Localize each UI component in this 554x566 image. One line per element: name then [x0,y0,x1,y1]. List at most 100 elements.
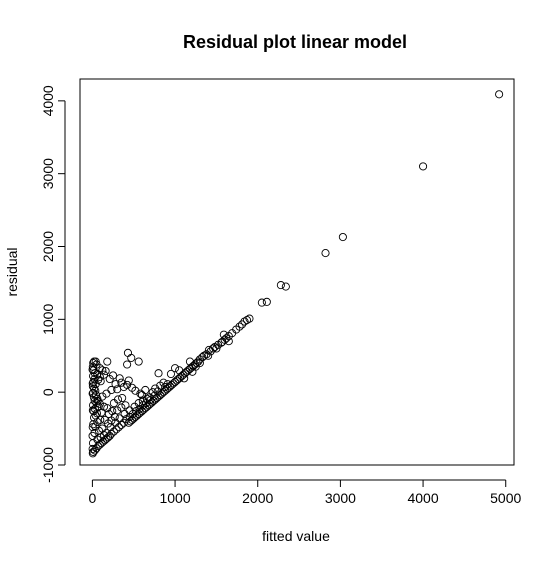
data-point [103,357,112,366]
data-point [154,369,163,378]
y-tick-label: 4000 [40,85,56,116]
data-point [115,414,124,423]
x-tick-label: 0 [89,490,97,506]
data-point [88,406,97,415]
x-tick-label: 5000 [490,490,521,506]
data-point [123,380,132,389]
data-point [281,282,290,291]
data-point [88,423,97,432]
x-tick-label: 3000 [325,490,356,506]
data-point [245,314,254,323]
data-point [99,402,109,411]
data-point [118,393,127,403]
data-point [204,351,213,360]
data-point [224,337,233,346]
data-point [119,418,128,427]
chart-title: Residual plot linear model [183,32,407,52]
data-point [262,297,271,306]
data-point [93,369,102,379]
data-point [88,439,98,448]
data-point [151,384,160,393]
data-point [209,344,218,353]
data-point [117,403,126,412]
data-point [321,249,330,258]
data-point [276,281,285,290]
data-point [202,350,211,359]
data-point [88,389,97,398]
x-tick-label: 2000 [242,490,273,506]
data-point [123,348,132,357]
y-axis: -1000 0 1000 2000 3000 4000 [40,85,66,483]
data-point [91,380,100,389]
data-point [134,357,143,366]
data-point [90,404,99,413]
data-point [134,399,143,408]
data-point [131,386,140,395]
data-point [141,385,150,395]
data-point [212,344,221,353]
data-point [163,380,172,389]
data-point [105,375,114,384]
data-point [198,353,207,362]
data-point [110,412,119,421]
data-point [108,407,117,416]
y-tick-label: 3000 [40,158,56,189]
x-tick-label: 4000 [407,490,438,506]
data-point [495,90,504,99]
data-point [338,232,347,242]
data-point [127,353,136,362]
data-point [204,345,214,354]
data-point [88,379,97,388]
data-point [99,370,109,379]
x-axis: 0 1000 2000 3000 4000 5000 [89,479,522,506]
data-point [107,385,116,395]
data-point [117,378,126,387]
plot-frame [79,78,515,466]
data-point [89,420,98,429]
x-axis-label: fitted value [262,528,330,544]
data-point [91,357,100,366]
data-point [159,378,168,387]
data-point [242,316,252,325]
scatter-points [88,90,504,458]
y-tick-label: 0 [40,388,56,396]
data-point [98,392,107,401]
data-point [113,395,123,404]
data-point [96,377,105,386]
data-point [97,408,106,417]
data-point [138,396,147,405]
data-point [89,388,98,397]
data-point [257,298,266,307]
data-point [185,357,194,366]
data-point [188,367,197,376]
data-point [161,383,170,392]
x-tick-label: 1000 [159,490,190,506]
y-tick-label: 2000 [40,231,56,262]
data-point [92,409,101,418]
data-point [111,380,120,389]
data-point [218,337,227,346]
data-point [237,320,247,329]
data-point [92,391,101,400]
data-point [175,366,184,375]
data-point [113,385,122,394]
data-point [121,401,130,410]
data-point [93,396,102,405]
data-point [112,425,121,434]
data-point [123,360,132,369]
y-tick-label: -1000 [40,447,56,483]
data-point [171,364,180,373]
data-point [419,162,428,171]
data-point [88,449,97,458]
data-point [93,417,102,427]
data-point [88,444,97,454]
y-axis-label: residual [4,247,20,296]
data-point [166,369,175,379]
data-point [136,389,145,398]
data-point [180,374,189,383]
data-point [115,374,124,383]
y-tick-label: 1000 [40,304,56,335]
data-point [124,376,133,385]
data-point [95,364,104,373]
